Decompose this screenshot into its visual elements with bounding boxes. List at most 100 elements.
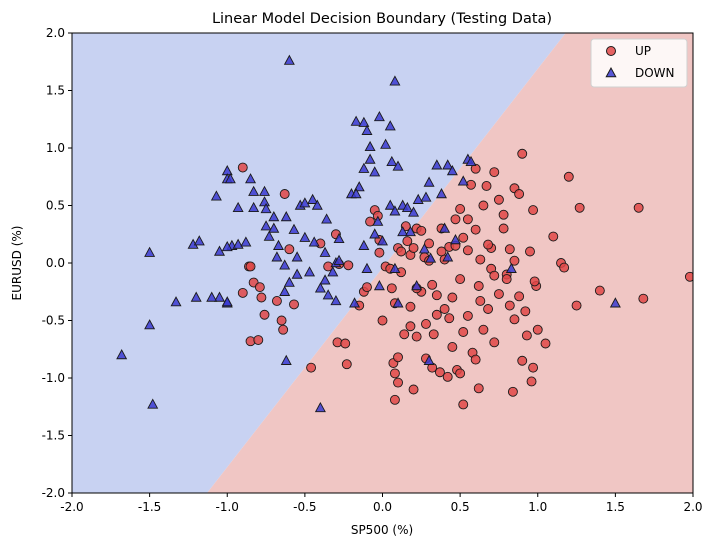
down-point [411, 280, 423, 291]
down-point [420, 191, 432, 202]
up-point [462, 310, 473, 321]
down-point [389, 205, 401, 216]
up-point [427, 279, 438, 290]
down-point [425, 252, 437, 263]
down-point [221, 240, 233, 252]
up-point [504, 300, 515, 311]
legend-down-marker [605, 66, 617, 78]
up-point [481, 180, 492, 191]
up-point [540, 338, 551, 349]
x-tick-label: 2.0 [683, 500, 702, 514]
down-point [232, 201, 244, 213]
down-point [358, 162, 370, 173]
down-point [193, 235, 205, 246]
up-point [462, 214, 473, 225]
down-point [369, 166, 381, 177]
down-point [190, 291, 202, 302]
up-point [455, 203, 466, 214]
down-point [397, 226, 409, 237]
down-point [322, 289, 334, 300]
up-point [529, 276, 540, 287]
up-point [458, 327, 469, 337]
down-point [457, 175, 469, 186]
down-point [408, 206, 420, 217]
up-point [408, 384, 419, 395]
down-point [364, 153, 376, 164]
up-point [473, 383, 484, 394]
x-tick-label: 0.5 [451, 500, 470, 514]
down-point [361, 124, 373, 135]
up-point [548, 231, 559, 242]
y-tick-label: 1.5 [46, 84, 65, 98]
up-point [411, 331, 422, 342]
down-point [248, 201, 260, 213]
up-point [279, 189, 290, 199]
up-point [289, 299, 299, 310]
down-point [248, 185, 260, 196]
down-point [221, 296, 233, 307]
up-point [526, 376, 537, 387]
up-point [278, 324, 289, 335]
y-tick-label: 0.0 [46, 256, 65, 270]
down-point [213, 245, 225, 256]
down-point [307, 193, 319, 204]
down-point [372, 215, 384, 226]
up-point [532, 324, 543, 335]
down-point [271, 251, 283, 262]
up-point [473, 281, 484, 291]
up-point [528, 362, 539, 373]
up-point [498, 209, 509, 220]
x-tick-label: 0.0 [373, 500, 392, 514]
up-point [633, 202, 644, 213]
up-point [559, 262, 570, 273]
down-point [412, 193, 424, 204]
up-point [253, 335, 264, 345]
down-point [431, 159, 443, 170]
up-point [514, 189, 525, 199]
up-point [489, 337, 500, 348]
legend-up-label: UP [635, 44, 651, 58]
up-point [237, 287, 248, 298]
down-point [280, 211, 292, 222]
up-point [245, 261, 256, 272]
down-point [245, 173, 257, 184]
up-point [396, 246, 407, 257]
up-point [405, 301, 416, 312]
down-point [384, 199, 396, 210]
down-point [259, 185, 271, 196]
down-point [272, 239, 284, 250]
down-point [283, 54, 295, 65]
x-tick-label: -0.5 [293, 500, 316, 514]
up-point [340, 338, 351, 349]
up-point [306, 362, 317, 373]
series-down [116, 54, 621, 413]
up-point [343, 260, 354, 271]
down-point [333, 232, 345, 244]
up-point [528, 205, 539, 216]
up-point [386, 283, 397, 294]
down-point [170, 296, 182, 307]
series-up [237, 148, 693, 410]
chart-title: Linear Model Decision Boundary (Testing … [212, 11, 552, 27]
up-point [520, 306, 531, 317]
down-point [392, 160, 404, 171]
up-point [462, 245, 473, 256]
down-point [505, 262, 517, 273]
up-point [405, 321, 416, 332]
down-point [319, 274, 331, 285]
down-point [304, 266, 316, 277]
down-point [308, 236, 320, 247]
y-tick-label: -2.0 [42, 486, 65, 500]
up-point [504, 244, 515, 255]
up-point [458, 232, 469, 243]
down-point [389, 262, 401, 273]
down-point [321, 213, 333, 224]
up-point [563, 171, 574, 182]
up-point [447, 292, 458, 303]
up-point [574, 202, 585, 213]
up-point [483, 239, 494, 250]
down-point [259, 196, 271, 207]
up-point [377, 315, 388, 326]
up-point [393, 377, 403, 388]
